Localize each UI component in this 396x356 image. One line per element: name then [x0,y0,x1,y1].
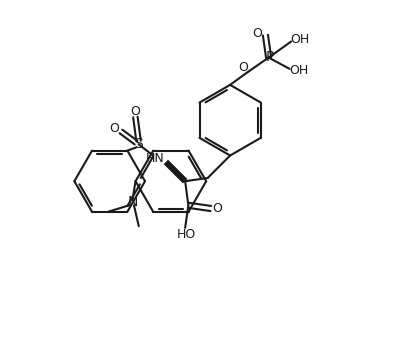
Text: S: S [134,137,143,151]
Text: P: P [266,50,274,64]
Text: HO: HO [177,228,196,241]
Text: OH: OH [291,33,310,46]
Text: HN: HN [146,152,165,165]
Text: O: O [130,105,140,118]
Text: OH: OH [289,64,308,77]
Text: O: O [253,27,262,40]
Text: N: N [127,195,137,209]
Text: O: O [212,202,222,215]
Text: O: O [238,61,248,74]
Text: O: O [109,122,119,135]
